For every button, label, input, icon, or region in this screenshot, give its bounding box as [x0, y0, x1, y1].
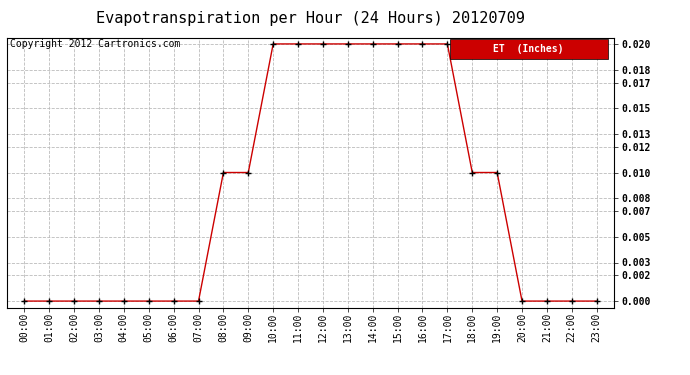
Text: Evapotranspiration per Hour (24 Hours) 20120709: Evapotranspiration per Hour (24 Hours) 2… [96, 11, 525, 26]
FancyBboxPatch shape [450, 39, 608, 59]
Text: Copyright 2012 Cartronics.com: Copyright 2012 Cartronics.com [10, 39, 180, 49]
Text: ET  (Inches): ET (Inches) [493, 44, 563, 54]
